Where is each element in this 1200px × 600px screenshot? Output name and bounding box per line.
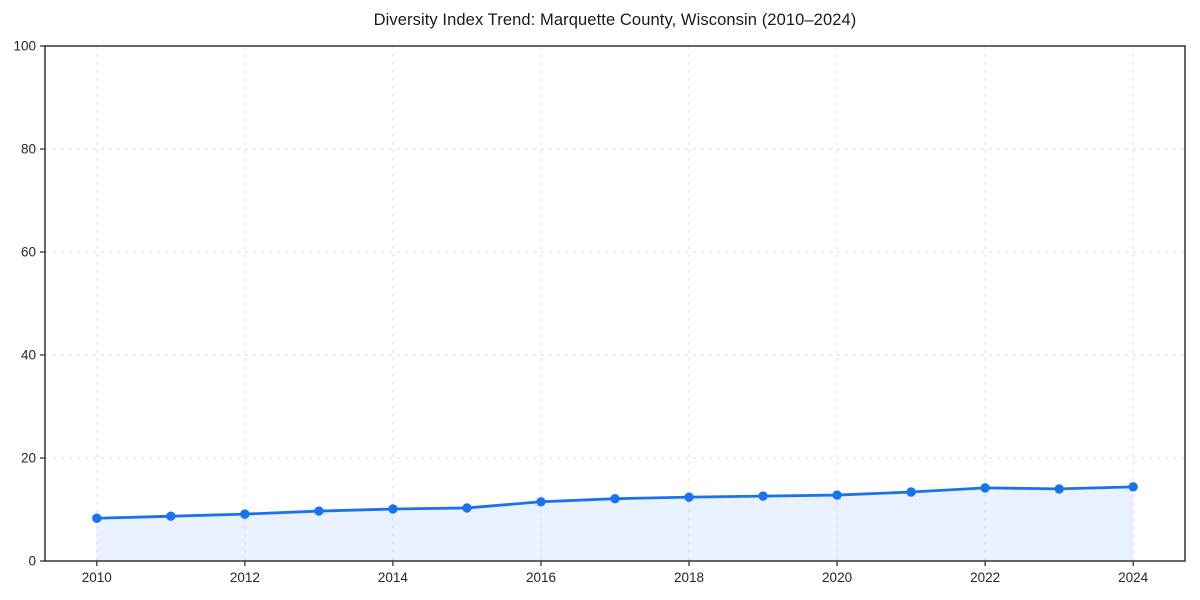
data-point [92, 513, 102, 523]
data-point [1054, 484, 1064, 494]
y-tick-label: 100 [13, 39, 36, 54]
y-tick-label: 80 [21, 142, 36, 157]
x-tick-label: 2024 [1118, 570, 1149, 585]
data-point [684, 492, 694, 502]
x-tick-label: 2010 [82, 570, 112, 585]
data-point [166, 511, 176, 521]
data-point [906, 487, 916, 497]
y-tick-label: 60 [21, 245, 36, 260]
area-fill [96, 486, 1134, 561]
data-point [536, 497, 546, 507]
data-point [610, 493, 620, 504]
x-tick-label: 2016 [526, 570, 556, 585]
data-point [314, 506, 324, 516]
x-tick-label: 2020 [822, 570, 852, 585]
chart-title: Diversity Index Trend: Marquette County,… [373, 11, 857, 29]
data-point [462, 503, 472, 513]
y-tick-label: 0 [28, 554, 36, 569]
data-point [758, 491, 768, 501]
plot-area-border [44, 45, 1186, 562]
data-point [240, 509, 250, 519]
x-tick-label: 2022 [970, 570, 1000, 585]
data-point [980, 483, 990, 493]
x-tick-label: 2014 [378, 570, 409, 585]
x-tick-label: 2012 [230, 570, 260, 585]
data-point [388, 504, 398, 514]
x-tick-label: 2018 [674, 570, 704, 585]
data-point [832, 490, 842, 500]
data-point [1128, 482, 1138, 492]
y-tick-label: 40 [21, 348, 36, 363]
y-tick-label: 20 [21, 451, 36, 466]
